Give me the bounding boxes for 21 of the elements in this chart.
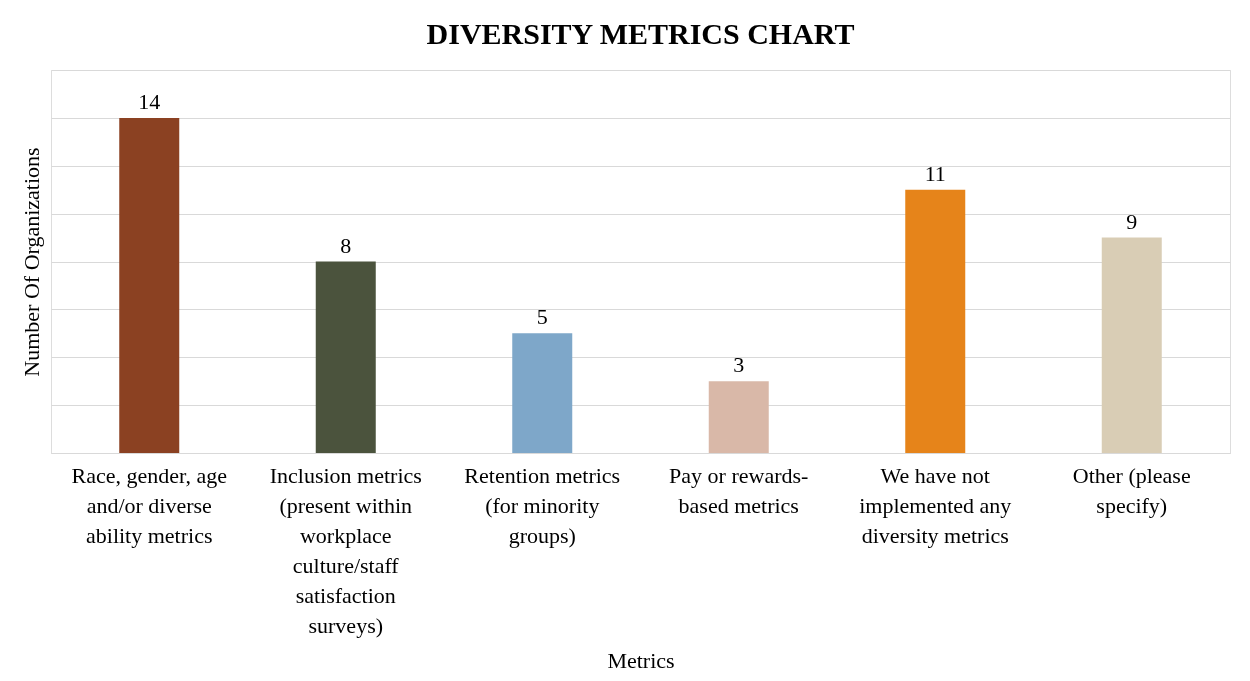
x-tick-label: Pay or rewards-based metrics xyxy=(669,462,809,518)
data-label: 3 xyxy=(733,352,745,378)
bar xyxy=(315,261,376,453)
data-label: 11 xyxy=(924,160,946,186)
data-label: 9 xyxy=(1126,208,1138,234)
x-tick-label: Other (please specify) xyxy=(1072,462,1191,518)
data-label: 5 xyxy=(536,304,548,330)
bar xyxy=(512,333,573,453)
data-label: 14 xyxy=(138,88,161,114)
x-tick-label: Retention metrics (for minority groups) xyxy=(464,462,621,548)
bar xyxy=(1101,237,1162,453)
x-tick-label: Inclusion metrics (present within workplace culture/staff satisfaction surveys) xyxy=(269,462,422,638)
x-tick-label: We have not implemented any diversity metrics xyxy=(859,462,1012,548)
x-tick-label: Race, gender, age and/or diverse ability metrics xyxy=(71,462,227,548)
bar xyxy=(708,381,769,453)
x-axis-title: Metrics xyxy=(607,647,675,673)
chart-title: DIVERSITY METRICS CHART xyxy=(426,17,855,50)
data-label: 8 xyxy=(340,232,352,258)
bar xyxy=(119,117,180,453)
y-axis-title: Number Of Organizations xyxy=(18,147,44,377)
bar xyxy=(905,189,966,453)
